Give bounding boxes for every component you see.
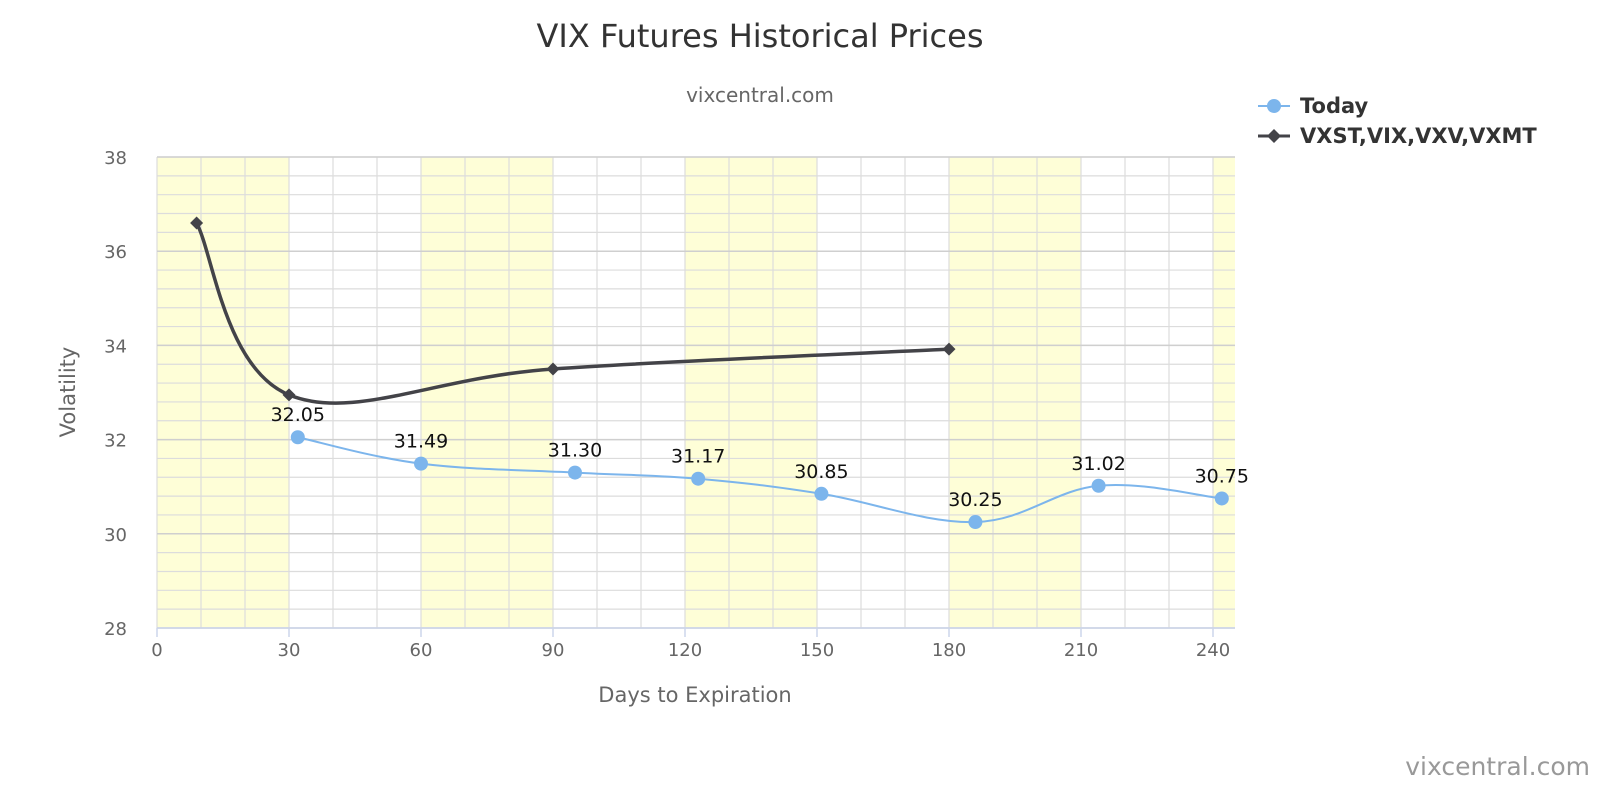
data-point-today xyxy=(290,430,305,445)
data-point-today xyxy=(414,456,428,471)
grid-lines xyxy=(156,156,1235,629)
data-point-vix-term xyxy=(546,362,560,376)
data-point-today xyxy=(1214,491,1229,506)
x-tick-label: 60 xyxy=(410,640,433,661)
data-label: 30.75 xyxy=(1195,465,1249,487)
data-labels: 32.05 31.49 31.30 31.17 30.85 30.25 31.02 30.75 xyxy=(271,404,1249,511)
plot-band-3 xyxy=(949,157,1081,628)
data-point-today xyxy=(691,471,706,486)
data-point-vix-term xyxy=(942,342,956,356)
legend-marker-diamond-icon xyxy=(1267,129,1281,143)
y-tick-label: 36 xyxy=(104,242,127,263)
y-tick-label: 34 xyxy=(104,336,127,357)
plot-band-4 xyxy=(1213,157,1235,628)
data-point-today xyxy=(968,515,983,530)
axes: 0 30 60 90 120 150 180 210 240 28 30 32 34 36 38 xyxy=(104,148,1235,661)
data-label: 31.49 xyxy=(394,431,448,453)
x-tick-label: 240 xyxy=(1196,640,1230,661)
data-label: 30.85 xyxy=(794,461,848,483)
plot-bands xyxy=(157,157,1235,628)
plot-band-1 xyxy=(421,157,553,628)
data-label: 30.25 xyxy=(948,489,1002,511)
data-point-today xyxy=(568,465,582,480)
x-tick-label: 30 xyxy=(278,640,301,661)
credits-link[interactable]: vixcentral.com xyxy=(1405,752,1590,781)
legend-marker-circle-icon xyxy=(1267,99,1281,113)
series-line-today xyxy=(297,436,1222,524)
chart-subtitle: vixcentral.com xyxy=(686,83,834,107)
legend-item-vix-term[interactable]: VXST,VIX,VXV,VXMT xyxy=(1258,124,1537,148)
data-label: 31.30 xyxy=(548,440,602,462)
data-point-today xyxy=(814,486,829,501)
plot-band-0 xyxy=(157,157,289,628)
chart-title: VIX Futures Historical Prices xyxy=(537,17,984,55)
plot-band-2 xyxy=(685,157,817,628)
y-tick-label: 28 xyxy=(104,619,127,640)
series-line-vix-term xyxy=(195,222,950,405)
x-tick-label: 0 xyxy=(151,640,162,661)
x-tick-label: 90 xyxy=(542,640,565,661)
legend-item-today[interactable]: Today xyxy=(1258,94,1369,118)
y-axis-title: Volatility xyxy=(56,347,80,438)
series xyxy=(190,216,1229,530)
legend-label-vix-term: VXST,VIX,VXV,VXMT xyxy=(1300,124,1537,148)
x-tick-label: 180 xyxy=(932,640,966,661)
x-tick-label: 210 xyxy=(1064,640,1098,661)
y-tick-label: 30 xyxy=(104,525,127,546)
x-tick-label: 150 xyxy=(800,640,834,661)
data-point-today xyxy=(1091,478,1106,493)
data-point-vix-term xyxy=(190,216,204,230)
x-tick-label: 120 xyxy=(668,640,702,661)
data-label: 31.02 xyxy=(1071,453,1125,475)
y-tick-label: 38 xyxy=(104,148,127,169)
x-axis-title: Days to Expiration xyxy=(598,683,791,707)
y-tick-label: 32 xyxy=(104,431,127,452)
data-label: 31.17 xyxy=(671,446,725,468)
data-label: 32.05 xyxy=(271,404,325,426)
legend[interactable]: Today VXST,VIX,VXV,VXMT xyxy=(1258,94,1537,148)
legend-label-today: Today xyxy=(1300,94,1369,118)
data-point-vix-term xyxy=(282,388,296,402)
